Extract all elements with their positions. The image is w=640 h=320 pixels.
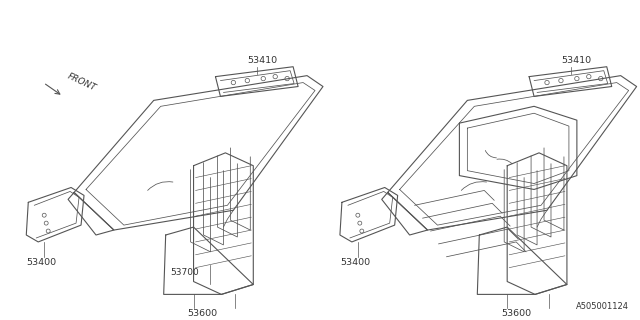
Text: A505001124: A505001124 [575,302,628,311]
Text: 53410: 53410 [247,56,278,65]
Text: 53600: 53600 [501,309,531,318]
Text: 53400: 53400 [26,258,56,267]
Text: 53400: 53400 [340,258,370,267]
Text: FRONT: FRONT [66,71,98,92]
Text: 53600: 53600 [188,309,218,318]
Text: 53410: 53410 [561,56,591,65]
Text: 53700: 53700 [171,268,200,276]
